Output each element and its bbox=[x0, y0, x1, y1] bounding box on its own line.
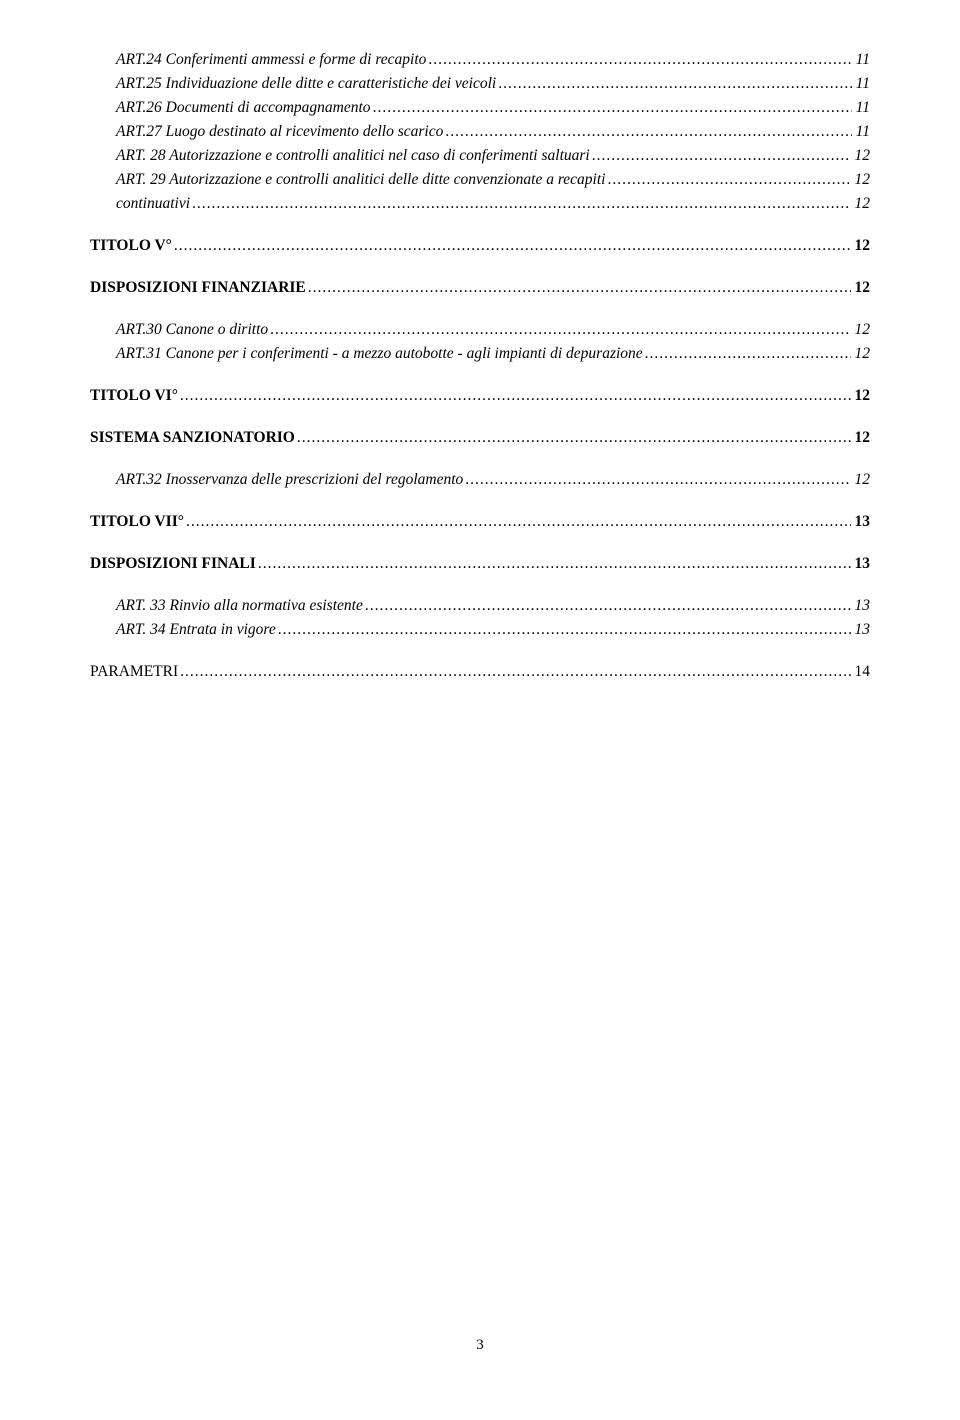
toc-entry-label: ART.24 Conferimenti ammessi e forme di r… bbox=[116, 48, 426, 72]
toc-entry-label: TITOLO VI° bbox=[90, 384, 178, 408]
toc-entry-page: 12 bbox=[853, 426, 871, 450]
toc-entry: PARAMETRI 14 bbox=[90, 660, 870, 684]
document-page: ART.24 Conferimenti ammessi e forme di r… bbox=[0, 0, 960, 1420]
toc-entry-page: 13 bbox=[853, 510, 871, 534]
toc-entry-page: 13 bbox=[853, 618, 871, 642]
toc-entry: ART.26 Documenti di accompagnamento 11 bbox=[90, 96, 870, 120]
toc-entry: ART.32 Inosservanza delle prescrizioni d… bbox=[90, 468, 870, 492]
table-of-contents: ART.24 Conferimenti ammessi e forme di r… bbox=[90, 48, 870, 684]
toc-entry-label: ART.27 Luogo destinato al ricevimento de… bbox=[116, 120, 443, 144]
toc-entry-page: 12 bbox=[853, 144, 871, 168]
toc-leader-dots bbox=[180, 384, 851, 408]
toc-entry: ART.25 Individuazione delle ditte e cara… bbox=[90, 72, 870, 96]
toc-entry: ART. 28 Autorizzazione e controlli anali… bbox=[90, 144, 870, 168]
toc-entry-page: 13 bbox=[853, 594, 871, 618]
toc-entry-label: ART. 34 Entrata in vigore bbox=[116, 618, 276, 642]
toc-entry-page: 11 bbox=[854, 96, 870, 120]
toc-entry: TITOLO VI° 12 bbox=[90, 384, 870, 408]
toc-entry: ART.27 Luogo destinato al ricevimento de… bbox=[90, 120, 870, 144]
toc-entry: TITOLO VII° 13 bbox=[90, 510, 870, 534]
toc-entry-page: 12 bbox=[853, 342, 871, 366]
toc-entry: SISTEMA SANZIONATORIO 12 bbox=[90, 426, 870, 450]
toc-leader-dots bbox=[645, 342, 851, 366]
toc-entry-label: TITOLO VII° bbox=[90, 510, 184, 534]
toc-entry-page: 11 bbox=[854, 120, 870, 144]
toc-entry-page: 12 bbox=[853, 468, 871, 492]
toc-entry: DISPOSIZIONI FINALI 13 bbox=[90, 552, 870, 576]
toc-leader-dots bbox=[192, 192, 850, 216]
toc-entry-page: 13 bbox=[853, 552, 871, 576]
toc-entry-label: ART. 29 Autorizzazione e controlli anali… bbox=[116, 168, 605, 192]
toc-entry-label: ART.25 Individuazione delle ditte e cara… bbox=[116, 72, 496, 96]
toc-entry-page: 11 bbox=[854, 48, 870, 72]
toc-entry-page: 11 bbox=[854, 72, 870, 96]
toc-entry: ART.31 Canone per i conferimenti - a mez… bbox=[90, 342, 870, 366]
toc-leader-dots bbox=[592, 144, 851, 168]
toc-entry-page: 12 bbox=[853, 234, 871, 258]
toc-entry-label: TITOLO V° bbox=[90, 234, 172, 258]
toc-leader-dots bbox=[308, 276, 851, 300]
toc-entry: ART.30 Canone o diritto 12 bbox=[90, 318, 870, 342]
toc-entry-label: SISTEMA SANZIONATORIO bbox=[90, 426, 295, 450]
toc-entry-label: ART.26 Documenti di accompagnamento bbox=[116, 96, 371, 120]
toc-entry: TITOLO V° 12 bbox=[90, 234, 870, 258]
toc-entry-page: 12 bbox=[853, 384, 871, 408]
toc-leader-dots bbox=[607, 168, 850, 192]
toc-leader-dots bbox=[498, 72, 851, 96]
toc-entry-label: PARAMETRI bbox=[90, 660, 178, 684]
toc-entry-page: 14 bbox=[853, 660, 871, 684]
toc-entry-label: ART.31 Canone per i conferimenti - a mez… bbox=[116, 342, 643, 366]
toc-leader-dots bbox=[365, 594, 851, 618]
toc-leader-dots bbox=[428, 48, 851, 72]
toc-leader-dots bbox=[186, 510, 851, 534]
page-number: 3 bbox=[0, 1337, 960, 1354]
toc-entry-page: 12 bbox=[853, 192, 871, 216]
toc-entry-label: DISPOSIZIONI FINANZIARIE bbox=[90, 276, 306, 300]
toc-leader-dots bbox=[445, 120, 851, 144]
toc-entry-page: 12 bbox=[853, 318, 871, 342]
toc-entry: DISPOSIZIONI FINANZIARIE 12 bbox=[90, 276, 870, 300]
toc-entry-label: ART.30 Canone o diritto bbox=[116, 318, 268, 342]
toc-entry: ART. 33 Rinvio alla normativa esistente 1… bbox=[90, 594, 870, 618]
toc-entry-label: ART. 33 Rinvio alla normativa esistente bbox=[116, 594, 363, 618]
toc-entry: ART. 29 Autorizzazione e controlli anali… bbox=[90, 168, 870, 192]
toc-leader-dots bbox=[258, 552, 851, 576]
toc-leader-dots bbox=[270, 318, 850, 342]
toc-entry-label: DISPOSIZIONI FINALI bbox=[90, 552, 256, 576]
toc-entry: ART. 34 Entrata in vigore 13 bbox=[90, 618, 870, 642]
toc-leader-dots bbox=[465, 468, 850, 492]
toc-entry-label: ART.32 Inosservanza delle prescrizioni d… bbox=[116, 468, 463, 492]
toc-leader-dots bbox=[278, 618, 851, 642]
toc-entry-label: ART. 28 Autorizzazione e controlli anali… bbox=[116, 144, 590, 168]
toc-leader-dots bbox=[373, 96, 852, 120]
toc-leader-dots bbox=[180, 660, 850, 684]
toc-entry: ART.24 Conferimenti ammessi e forme di r… bbox=[90, 48, 870, 72]
toc-entry-page: 12 bbox=[853, 276, 871, 300]
toc-entry-label: continuativi bbox=[116, 192, 190, 216]
toc-leader-dots bbox=[174, 234, 851, 258]
toc-leader-dots bbox=[297, 426, 851, 450]
toc-entry: continuativi 12 bbox=[90, 192, 870, 216]
toc-entry-page: 12 bbox=[853, 168, 871, 192]
